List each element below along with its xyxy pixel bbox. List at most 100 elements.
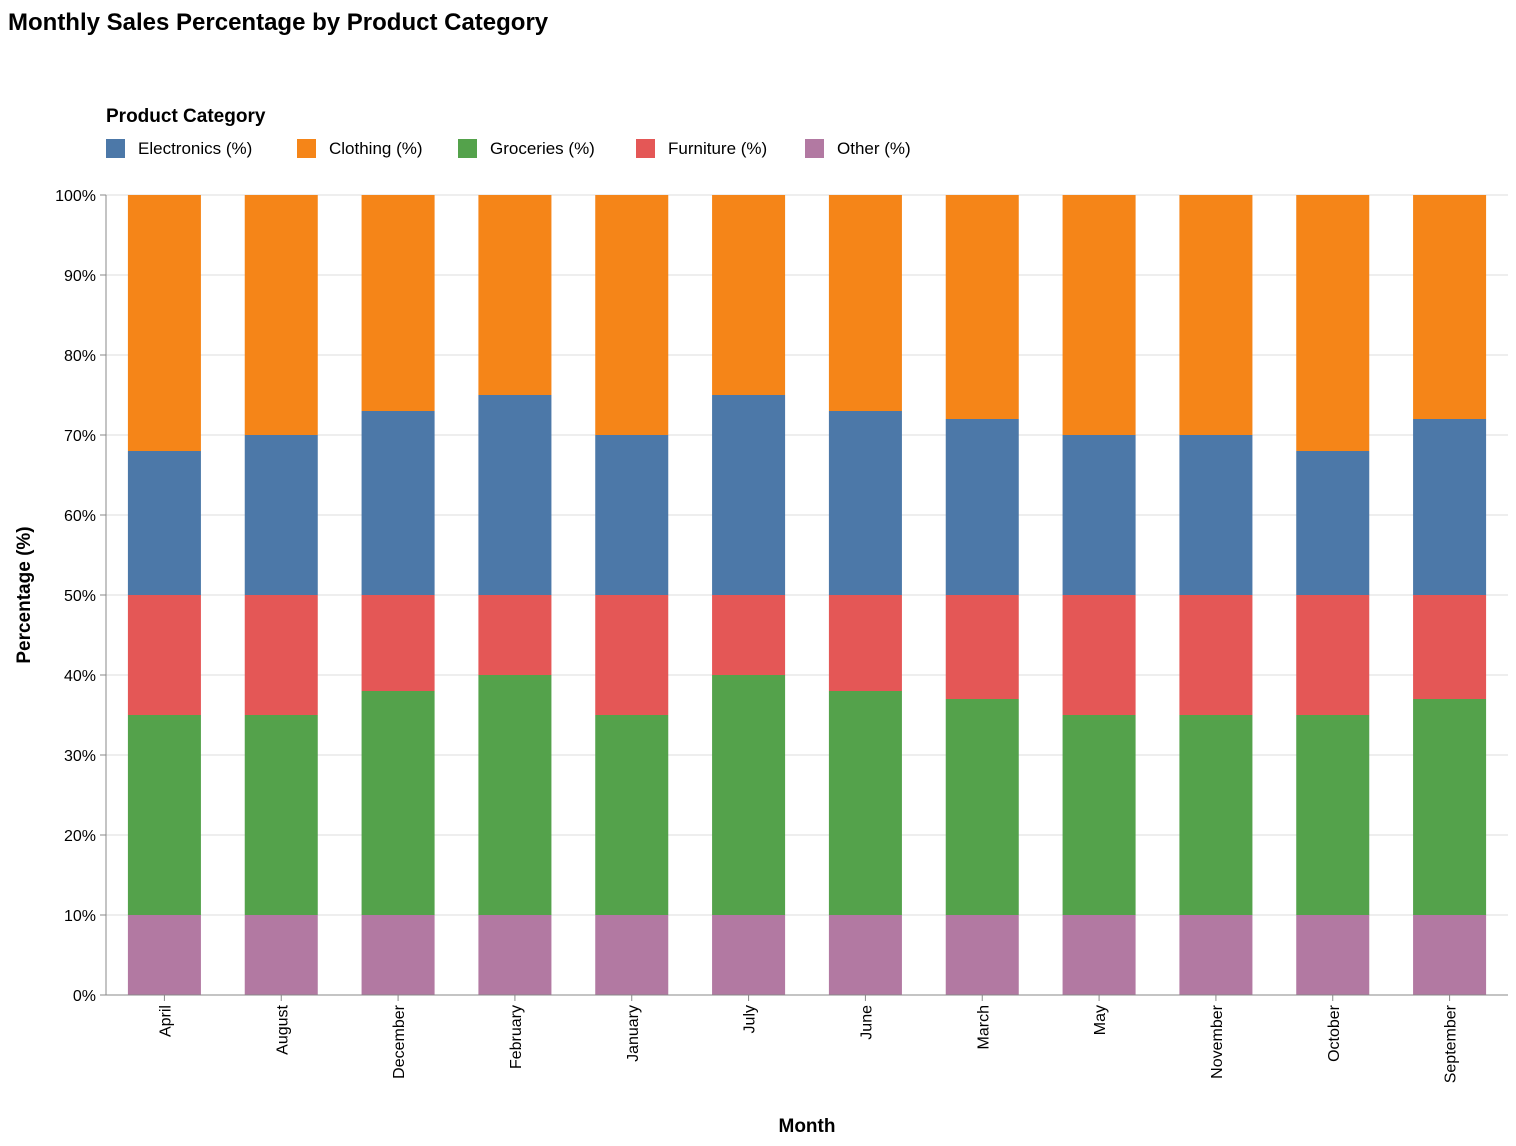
bar-october-furniture: [1296, 595, 1370, 715]
x-tick-label-october: October: [1326, 1004, 1343, 1062]
bar-april-furniture: [127, 595, 201, 715]
bar-december-other: [361, 915, 435, 995]
bar-july-clothing: [712, 195, 786, 395]
bar-may-furniture: [1062, 595, 1136, 715]
bar-september-furniture: [1413, 595, 1487, 699]
bar-august-clothing: [244, 195, 318, 435]
chart-title: Monthly Sales Percentage by Product Cate…: [8, 9, 549, 36]
bar-september-groceries: [1413, 699, 1487, 915]
x-tick-label-march: March: [975, 1005, 992, 1049]
bar-july-groceries: [712, 675, 786, 915]
y-tick-label: 50%: [64, 588, 96, 605]
x-tick-label-may: May: [1092, 1005, 1109, 1035]
bar-november-clothing: [1179, 195, 1253, 435]
y-tick-label: 90%: [64, 268, 96, 285]
bar-july-furniture: [712, 595, 786, 675]
bar-september-other: [1413, 915, 1487, 995]
legend-item-electronics: Electronics (%): [106, 139, 252, 158]
legend-swatch-furniture: [636, 139, 655, 158]
bar-august-groceries: [244, 715, 318, 915]
bar-april-electronics: [127, 451, 201, 595]
legend-label-furniture: Furniture (%): [668, 139, 767, 158]
bar-april-clothing: [127, 195, 201, 451]
bar-group-june: [828, 195, 902, 995]
bar-january-electronics: [595, 435, 669, 595]
y-tick-label: 70%: [64, 428, 96, 445]
bar-group-october: [1296, 195, 1370, 995]
x-tick-label-august: August: [274, 1004, 291, 1054]
y-tick-label: 80%: [64, 348, 96, 365]
x-axis: April August December February January July Ju…: [106, 994, 1508, 1083]
bar-october-other: [1296, 915, 1370, 995]
bar-november-furniture: [1179, 595, 1253, 715]
bar-march-furniture: [945, 595, 1019, 699]
bar-group-july: [712, 195, 786, 995]
bar-march-groceries: [945, 699, 1019, 915]
y-tick-label: 10%: [64, 908, 96, 925]
bar-december-furniture: [361, 595, 435, 691]
bar-january-other: [595, 915, 669, 995]
bar-group-november: [1179, 195, 1253, 995]
bar-march-other: [945, 915, 1019, 995]
bar-june-groceries: [828, 691, 902, 915]
legend: Product Category Electronics (%) Clothing…: [106, 106, 911, 158]
bar-february-other: [478, 915, 552, 995]
x-tick-label-june: June: [858, 1005, 875, 1040]
bar-group-september: [1413, 195, 1487, 995]
legend-item-furniture: Furniture (%): [636, 139, 767, 158]
bar-november-groceries: [1179, 715, 1253, 915]
bar-group-january: [595, 195, 669, 995]
legend-title: Product Category: [106, 106, 266, 127]
y-tick-label: 20%: [64, 828, 96, 845]
legend-swatch-groceries: [458, 139, 477, 158]
gridlines: [106, 194, 1508, 996]
y-axis-title: Percentage (%): [14, 526, 35, 663]
bar-february-groceries: [478, 675, 552, 915]
x-tick-label-february: February: [508, 1005, 525, 1069]
bar-august-other: [244, 915, 318, 995]
y-tick-label: 60%: [64, 508, 96, 525]
bar-july-electronics: [712, 395, 786, 595]
legend-swatch-other: [805, 139, 824, 158]
bar-june-other: [828, 915, 902, 995]
legend-item-clothing: Clothing (%): [297, 139, 423, 158]
legend-item-other: Other (%): [805, 139, 911, 158]
bar-january-furniture: [595, 595, 669, 715]
x-tick-label-december: December: [391, 1004, 408, 1078]
bar-january-clothing: [595, 195, 669, 435]
bar-march-clothing: [945, 195, 1019, 419]
x-tick-label-july: July: [742, 1005, 759, 1033]
bar-group-march: [945, 195, 1019, 995]
bar-may-other: [1062, 915, 1136, 995]
bar-group-may: [1062, 195, 1136, 995]
bar-january-groceries: [595, 715, 669, 915]
bar-june-furniture: [828, 595, 902, 691]
bar-april-other: [127, 915, 201, 995]
bar-march-electronics: [945, 419, 1019, 595]
bar-group-february: [478, 195, 552, 995]
bar-september-electronics: [1413, 419, 1487, 595]
legend-item-groceries: Groceries (%): [458, 139, 595, 158]
bar-february-clothing: [478, 195, 552, 395]
legend-items: Electronics (%) Clothing (%) Groceries (%)…: [106, 139, 911, 158]
bar-february-electronics: [478, 395, 552, 595]
bar-november-other: [1179, 915, 1253, 995]
bar-group-december: [361, 195, 435, 995]
legend-label-clothing: Clothing (%): [329, 139, 423, 158]
x-tick-label-november: November: [1209, 1004, 1226, 1078]
bar-february-furniture: [478, 595, 552, 675]
bar-december-groceries: [361, 691, 435, 915]
x-tick-label-january: January: [625, 1005, 642, 1062]
bar-may-clothing: [1062, 195, 1136, 435]
bar-august-electronics: [244, 435, 318, 595]
bar-may-electronics: [1062, 435, 1136, 595]
x-tick-label-april: April: [157, 1005, 174, 1037]
y-tick-label: 30%: [64, 748, 96, 765]
legend-label-groceries: Groceries (%): [490, 139, 595, 158]
y-axis: 0% 10% 20% 30% 40% 50% 60% 70% 80% 90% 100%: [55, 188, 107, 1005]
bar-june-clothing: [828, 195, 902, 411]
bar-december-electronics: [361, 411, 435, 595]
bar-december-clothing: [361, 195, 435, 411]
bar-october-electronics: [1296, 451, 1370, 595]
